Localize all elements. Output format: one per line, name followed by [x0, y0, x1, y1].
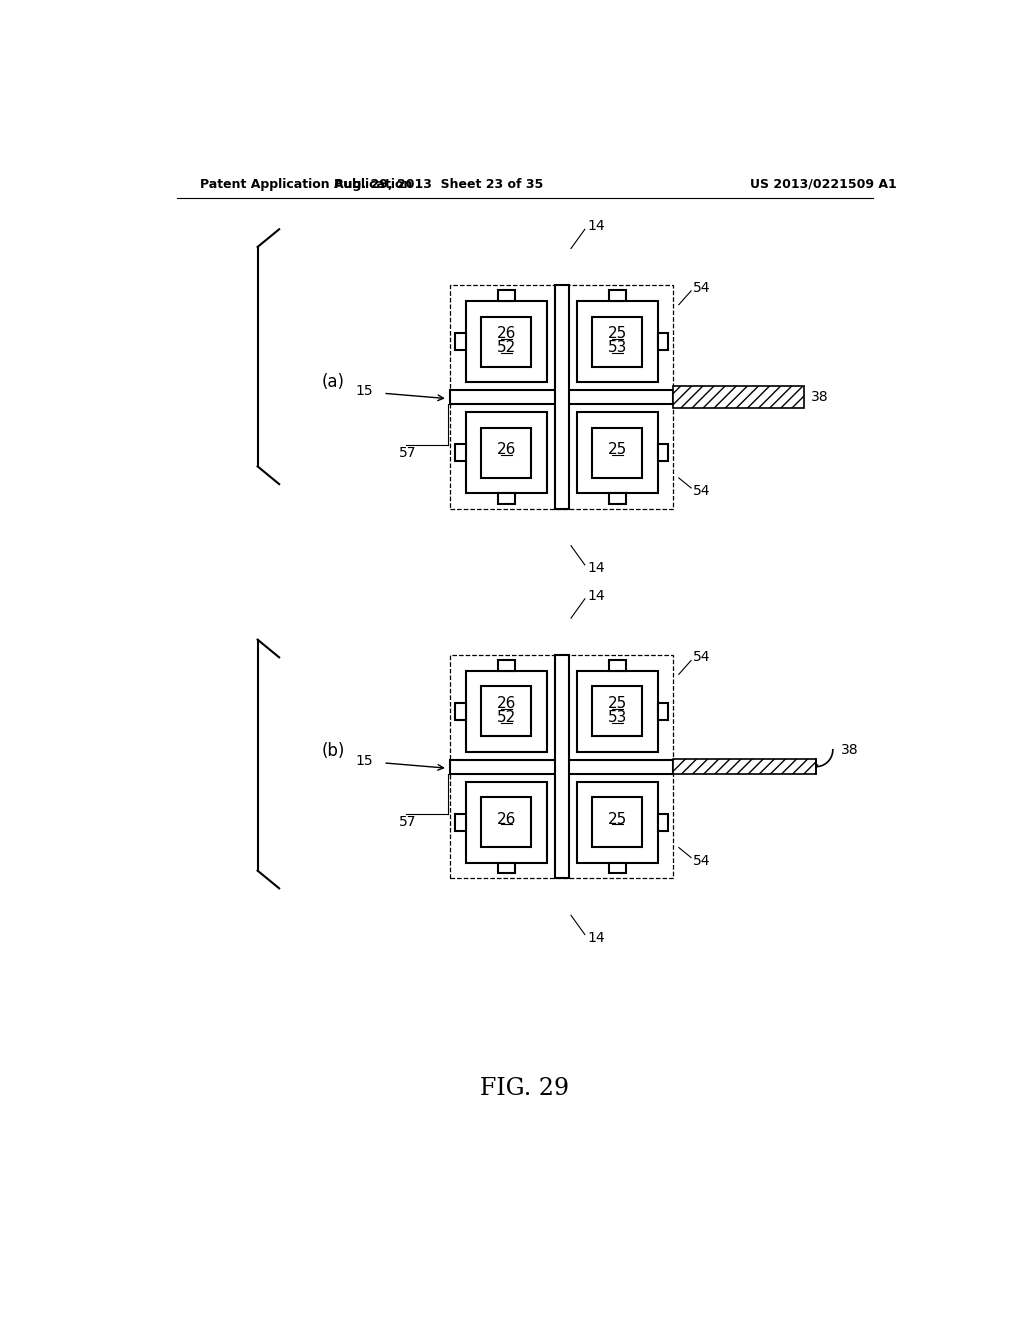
Bar [592, 686, 642, 737]
Bar [577, 301, 657, 381]
Text: 26: 26 [497, 696, 516, 711]
Text: 57: 57 [398, 816, 416, 829]
Text: 25: 25 [607, 326, 627, 342]
Text: Aug. 29, 2013  Sheet 23 of 35: Aug. 29, 2013 Sheet 23 of 35 [334, 178, 543, 190]
Bar [481, 686, 531, 737]
Text: 14: 14 [587, 931, 605, 945]
Text: 14: 14 [587, 219, 605, 234]
Bar [657, 813, 669, 830]
Bar [466, 301, 547, 381]
Text: 25: 25 [607, 812, 627, 826]
Bar [555, 655, 568, 878]
Bar [608, 492, 626, 504]
Bar [498, 492, 515, 504]
Bar [466, 412, 547, 492]
Text: 25: 25 [607, 442, 627, 457]
Text: 15: 15 [355, 384, 373, 397]
Bar [455, 702, 466, 719]
Text: 14: 14 [587, 589, 605, 603]
Bar [481, 797, 531, 847]
Bar [592, 317, 642, 367]
Text: 54: 54 [692, 281, 711, 294]
Bar [455, 813, 466, 830]
Bar [592, 797, 642, 847]
Text: US 2013/0221509 A1: US 2013/0221509 A1 [751, 178, 897, 190]
Text: (b): (b) [322, 742, 345, 760]
Bar [608, 862, 626, 874]
Bar [657, 702, 669, 719]
Text: 53: 53 [607, 341, 627, 355]
Text: 38: 38 [810, 391, 828, 404]
Bar [674, 387, 804, 408]
Text: 54: 54 [692, 854, 711, 867]
Text: 52: 52 [497, 710, 516, 725]
Text: 52: 52 [497, 341, 516, 355]
Bar [657, 444, 669, 461]
Bar [592, 428, 642, 478]
Bar [498, 862, 515, 874]
Text: 57: 57 [398, 446, 416, 459]
Text: Patent Application Publication: Patent Application Publication [200, 178, 413, 190]
Bar [577, 671, 657, 751]
Bar [657, 333, 669, 350]
Bar [608, 290, 626, 301]
Text: 54: 54 [692, 484, 711, 498]
Bar [577, 781, 657, 862]
Text: 14: 14 [587, 561, 605, 576]
Bar [481, 428, 531, 478]
Text: 38: 38 [841, 743, 858, 756]
Text: 54: 54 [692, 651, 711, 664]
Bar [555, 285, 568, 508]
Text: 25: 25 [607, 696, 627, 711]
Bar [466, 781, 547, 862]
Bar [451, 760, 674, 774]
Bar [455, 444, 466, 461]
Text: 26: 26 [497, 326, 516, 342]
Bar [608, 660, 626, 671]
Text: 26: 26 [497, 812, 516, 826]
Polygon shape [674, 759, 816, 775]
Bar [466, 671, 547, 751]
Text: (a): (a) [322, 372, 344, 391]
Text: FIG. 29: FIG. 29 [480, 1077, 569, 1100]
Text: 15: 15 [355, 754, 373, 767]
Text: 53: 53 [607, 710, 627, 725]
Bar [451, 391, 674, 404]
Bar [498, 660, 515, 671]
Text: 26: 26 [497, 442, 516, 457]
Bar [577, 412, 657, 492]
Bar [498, 290, 515, 301]
Bar [455, 333, 466, 350]
Bar [451, 655, 674, 878]
Bar [451, 285, 674, 508]
Bar [481, 317, 531, 367]
